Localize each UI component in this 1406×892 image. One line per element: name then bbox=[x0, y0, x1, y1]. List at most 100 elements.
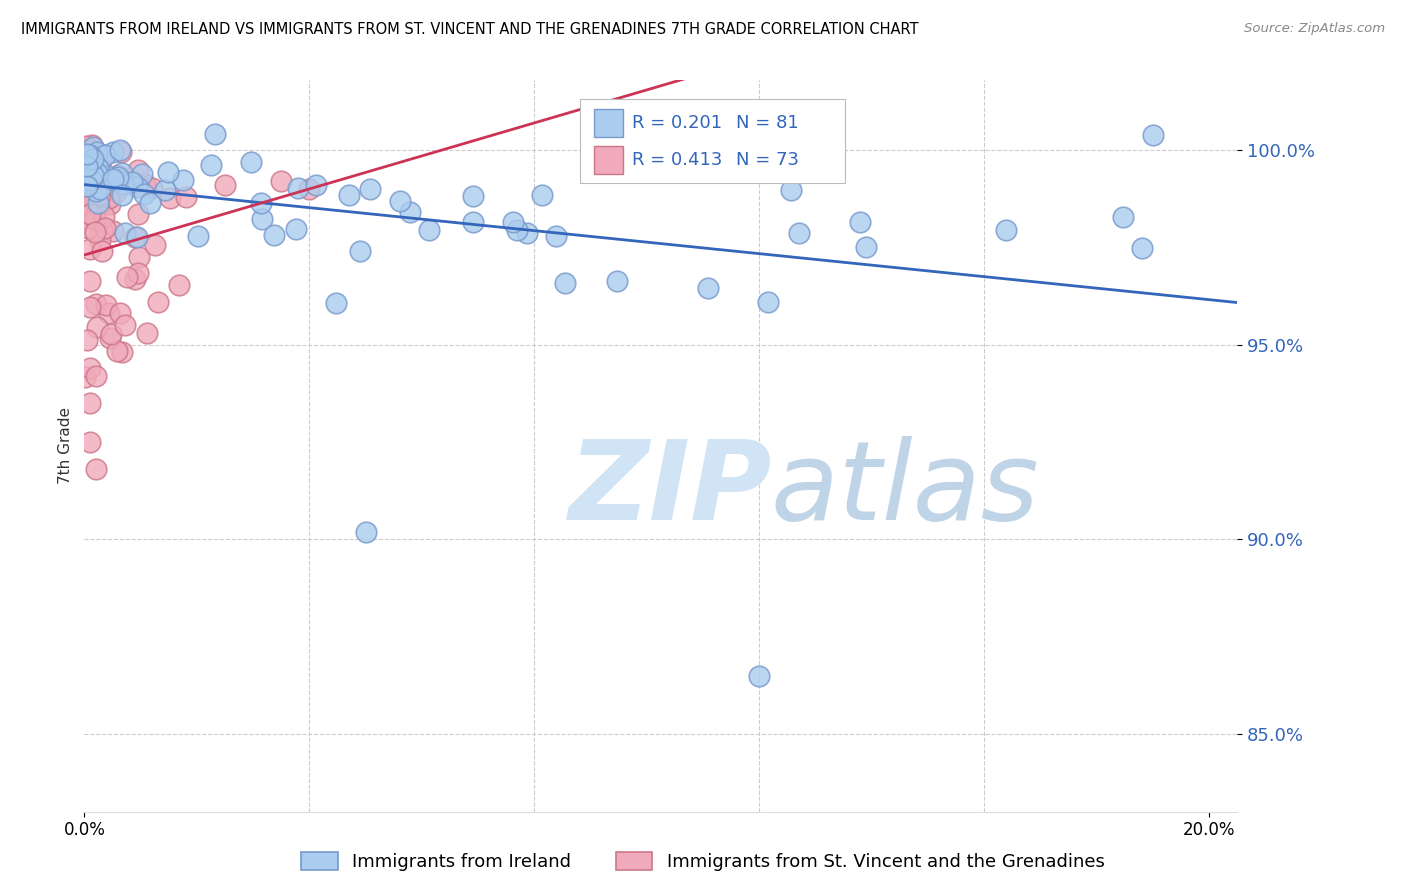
Point bbox=[79, 190, 101, 204]
Point bbox=[263, 228, 285, 243]
Point bbox=[94, 148, 117, 162]
Point bbox=[86, 297, 108, 311]
Point bbox=[98, 197, 121, 211]
Point bbox=[544, 228, 567, 243]
Point bbox=[214, 178, 236, 193]
Text: atlas: atlas bbox=[770, 436, 1039, 543]
Point bbox=[79, 143, 101, 157]
Point bbox=[80, 172, 103, 186]
Point bbox=[240, 155, 263, 169]
Point bbox=[780, 183, 803, 197]
Point bbox=[125, 230, 148, 244]
Point bbox=[101, 145, 124, 159]
Point bbox=[174, 190, 197, 204]
Point bbox=[86, 166, 108, 180]
Point bbox=[84, 462, 107, 476]
Point bbox=[270, 174, 292, 188]
Point bbox=[135, 326, 157, 341]
Point bbox=[75, 171, 97, 186]
Point bbox=[79, 274, 101, 288]
Text: N = 73: N = 73 bbox=[735, 151, 799, 169]
Point bbox=[75, 139, 97, 153]
Point bbox=[104, 185, 127, 199]
Point bbox=[82, 152, 104, 166]
Point bbox=[111, 345, 134, 359]
Point bbox=[103, 224, 125, 238]
Point bbox=[131, 167, 153, 181]
Point bbox=[94, 178, 117, 193]
Point bbox=[100, 326, 122, 341]
Point bbox=[107, 170, 129, 185]
Text: Source: ZipAtlas.com: Source: ZipAtlas.com bbox=[1244, 22, 1385, 36]
Point bbox=[305, 178, 328, 193]
Point bbox=[87, 161, 110, 175]
Point bbox=[75, 211, 97, 226]
Point bbox=[284, 221, 307, 235]
Point bbox=[134, 178, 156, 192]
Point bbox=[461, 189, 484, 203]
Point bbox=[204, 127, 226, 141]
Point bbox=[96, 169, 118, 183]
Point bbox=[359, 182, 381, 196]
Point bbox=[84, 184, 107, 198]
Point bbox=[516, 226, 538, 240]
Point bbox=[89, 151, 111, 165]
Point bbox=[79, 207, 101, 221]
Point bbox=[167, 278, 190, 293]
Point bbox=[76, 147, 98, 161]
Point bbox=[606, 274, 628, 288]
Point bbox=[250, 211, 273, 226]
Point bbox=[143, 237, 166, 252]
FancyBboxPatch shape bbox=[593, 146, 623, 174]
Point bbox=[76, 160, 98, 174]
Point bbox=[200, 158, 222, 172]
Point bbox=[87, 166, 110, 180]
Point bbox=[94, 221, 117, 235]
Point bbox=[98, 191, 121, 205]
Point bbox=[349, 244, 371, 258]
Point bbox=[132, 186, 155, 201]
Point bbox=[93, 209, 115, 223]
Point bbox=[855, 239, 877, 253]
Point bbox=[91, 178, 114, 193]
Text: N = 81: N = 81 bbox=[735, 114, 799, 132]
Point bbox=[112, 177, 135, 191]
Point bbox=[80, 163, 103, 178]
Point bbox=[87, 200, 110, 214]
Point bbox=[124, 272, 146, 286]
Point bbox=[114, 226, 136, 240]
Point bbox=[127, 179, 149, 194]
Point bbox=[115, 270, 138, 285]
Point bbox=[398, 204, 420, 219]
Point bbox=[101, 172, 124, 186]
Point bbox=[107, 172, 129, 186]
FancyBboxPatch shape bbox=[593, 109, 623, 136]
Point bbox=[748, 668, 770, 682]
Point bbox=[82, 140, 104, 154]
Point bbox=[530, 188, 553, 202]
Point bbox=[110, 145, 132, 159]
Point bbox=[75, 369, 97, 384]
Point bbox=[87, 172, 110, 186]
Point bbox=[141, 180, 163, 194]
Point bbox=[79, 242, 101, 256]
Legend: Immigrants from Ireland, Immigrants from St. Vincent and the Grenadines: Immigrants from Ireland, Immigrants from… bbox=[294, 845, 1112, 879]
Point bbox=[994, 223, 1017, 237]
Point bbox=[98, 331, 121, 345]
Point bbox=[124, 230, 146, 244]
Point bbox=[172, 172, 194, 186]
Point bbox=[82, 168, 104, 182]
Point bbox=[91, 244, 114, 259]
Point bbox=[153, 183, 176, 197]
Point bbox=[287, 180, 309, 194]
Point bbox=[83, 155, 105, 169]
Point bbox=[84, 225, 107, 239]
Point bbox=[84, 368, 107, 383]
Point bbox=[89, 188, 111, 202]
Point bbox=[127, 206, 149, 220]
Point bbox=[146, 295, 169, 310]
Point bbox=[79, 300, 101, 314]
Point bbox=[127, 163, 149, 178]
Point bbox=[114, 318, 136, 332]
Point bbox=[76, 179, 98, 194]
